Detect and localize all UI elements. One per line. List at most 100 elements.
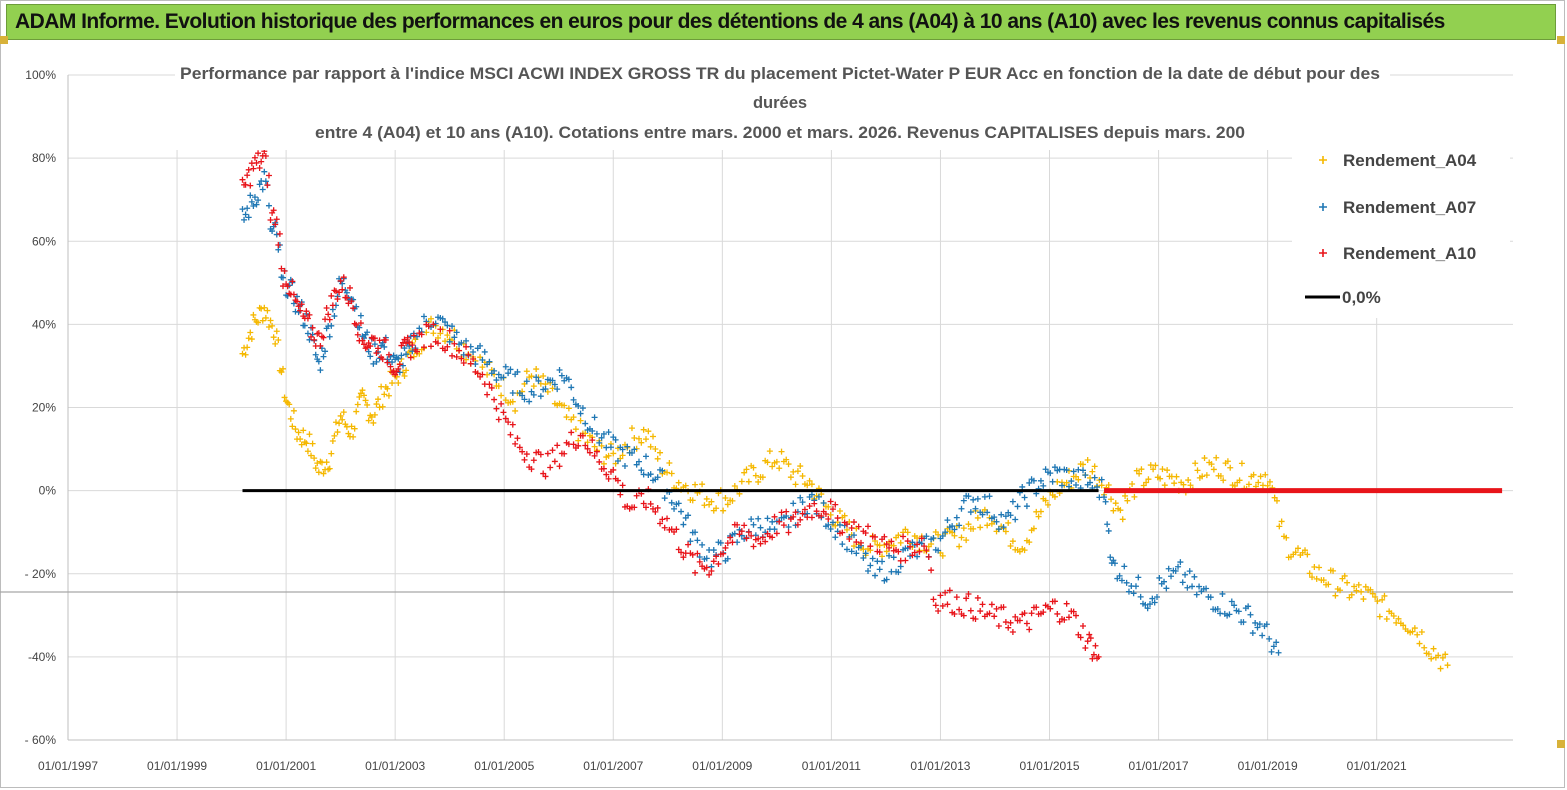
point-a04: [974, 514, 981, 521]
point-a10: [575, 442, 582, 449]
point-a07: [865, 568, 872, 575]
x-tick-label: 01/01/1999: [147, 759, 207, 773]
point-a07: [764, 515, 771, 522]
point-a10: [308, 333, 315, 340]
point-a10: [409, 342, 416, 349]
x-tick-label: 01/01/2013: [910, 759, 970, 773]
point-a04: [850, 543, 857, 550]
point-a04: [361, 392, 368, 399]
point-a04: [645, 428, 652, 435]
point-a04: [1044, 501, 1051, 508]
point-a07: [244, 205, 251, 212]
point-a07: [872, 572, 879, 579]
point-a07: [876, 566, 883, 573]
point-a04: [572, 426, 579, 433]
point-a10: [680, 554, 687, 561]
point-a10: [727, 534, 734, 541]
point-a10: [325, 311, 332, 318]
point-a04: [1192, 460, 1199, 467]
point-a07: [1249, 630, 1256, 637]
point-a10: [311, 336, 318, 343]
point-a04: [1360, 596, 1367, 603]
point-a10: [521, 456, 528, 463]
point-a04: [1330, 567, 1337, 574]
point-a04: [755, 478, 762, 485]
point-a04: [326, 465, 333, 472]
point-a10: [778, 509, 785, 516]
x-tick-label: 01/01/2007: [583, 759, 643, 773]
point-a04: [306, 431, 313, 438]
point-a04: [364, 401, 371, 408]
point-a07: [554, 386, 561, 393]
point-a04: [1208, 461, 1215, 468]
point-a10: [1040, 609, 1047, 616]
point-a07: [647, 471, 654, 478]
point-a04: [1320, 577, 1327, 584]
point-a07: [953, 514, 960, 521]
point-a10: [825, 515, 832, 522]
point-a04: [1257, 473, 1264, 480]
point-a04: [275, 336, 282, 343]
point-a10: [914, 541, 921, 548]
point-a07: [250, 202, 257, 209]
point-a10: [757, 540, 764, 547]
x-tick-label: 01/01/2021: [1347, 759, 1407, 773]
point-a07: [1156, 574, 1163, 581]
point-a07: [502, 363, 509, 370]
point-a04: [1383, 615, 1390, 622]
point-a04: [309, 440, 316, 447]
point-a07: [914, 553, 921, 560]
point-a04: [1266, 478, 1273, 485]
point-a10: [596, 458, 603, 465]
point-a04: [1122, 492, 1129, 499]
point-a04: [883, 548, 890, 555]
point-a04: [381, 391, 388, 398]
point-a10: [460, 360, 467, 367]
grid: [67, 74, 1513, 741]
point-a04: [350, 433, 357, 440]
point-a04: [1283, 534, 1290, 541]
point-a07: [442, 319, 449, 326]
point-a04: [1129, 480, 1136, 487]
point-a04: [598, 442, 605, 449]
point-a10: [846, 536, 853, 543]
point-a04: [1009, 538, 1016, 545]
point-a07: [923, 533, 930, 540]
point-a07: [979, 511, 986, 518]
point-a10: [410, 332, 417, 339]
point-a10: [745, 529, 752, 536]
point-a04: [619, 452, 626, 459]
point-a04: [759, 474, 766, 481]
point-a07: [939, 533, 946, 540]
point-a10: [939, 602, 946, 609]
point-a10: [617, 491, 624, 498]
point-a07: [1068, 478, 1075, 485]
point-a04: [320, 470, 327, 477]
point-a04: [635, 435, 642, 442]
point-a04: [773, 458, 780, 465]
point-a04: [675, 479, 682, 486]
point-a10: [1007, 619, 1014, 626]
y-tick-label: - 60%: [25, 733, 57, 747]
point-a04: [1173, 473, 1180, 480]
point-a04: [1194, 467, 1201, 474]
point-a04: [785, 461, 792, 468]
point-a07: [1082, 472, 1089, 479]
point-a07: [1256, 621, 1263, 628]
point-a04: [245, 335, 252, 342]
point-a04: [1304, 551, 1311, 558]
point-a10: [785, 529, 792, 536]
point-a10: [872, 533, 879, 540]
point-a04: [1042, 497, 1049, 504]
point-a04: [766, 448, 773, 455]
point-a10: [297, 307, 304, 314]
point-a10: [470, 356, 477, 363]
point-a07: [1080, 467, 1087, 474]
point-a10: [862, 529, 869, 536]
point-a10: [289, 278, 296, 285]
point-a04: [1105, 482, 1112, 489]
point-a10: [256, 164, 263, 171]
point-a07: [1051, 464, 1058, 471]
point-a10: [722, 544, 729, 551]
point-a10: [986, 610, 993, 617]
